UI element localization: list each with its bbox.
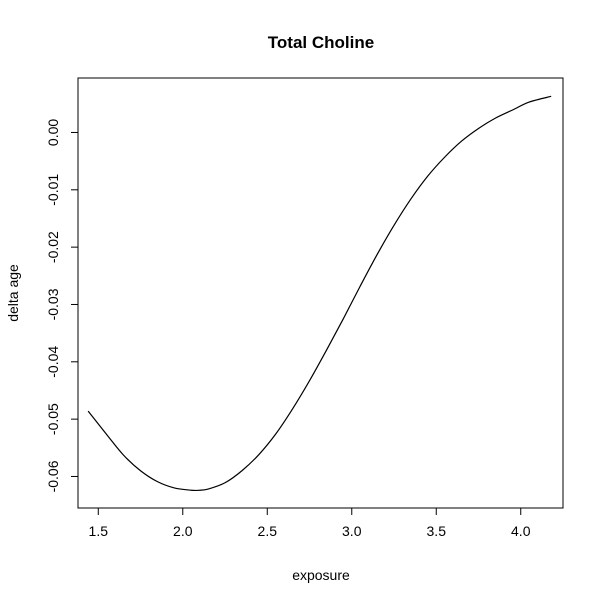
y-tick-label: -0.03	[45, 288, 61, 320]
y-tick-label: -0.06	[45, 460, 61, 492]
y-tick-label: 0.00	[45, 119, 61, 146]
x-tick-label: 2.5	[258, 523, 278, 539]
x-tick-label: 1.5	[89, 523, 109, 539]
data-series-line	[87, 95, 552, 492]
x-tick-label: 4.0	[511, 523, 531, 539]
y-axis-label: delta age	[5, 264, 21, 322]
y-tick-label: -0.01	[45, 174, 61, 206]
y-tick-label: -0.04	[45, 346, 61, 378]
x-tick-label: 2.0	[173, 523, 193, 539]
y-axis: 0.00 -0.01 -0.02 -0.03 -0.04 -0.05 -0.06	[45, 119, 79, 492]
x-tick-label: 3.5	[427, 523, 447, 539]
x-axis: 1.5 2.0 2.5 3.0 3.5 4.0	[89, 507, 531, 539]
x-tick-label: 3.0	[342, 523, 362, 539]
y-tick-label: -0.02	[45, 231, 61, 263]
x-axis-label: exposure	[292, 567, 350, 583]
y-tick-label: -0.05	[45, 403, 61, 435]
plot-frame	[77, 77, 564, 509]
chart-title: Total Choline	[268, 33, 374, 52]
